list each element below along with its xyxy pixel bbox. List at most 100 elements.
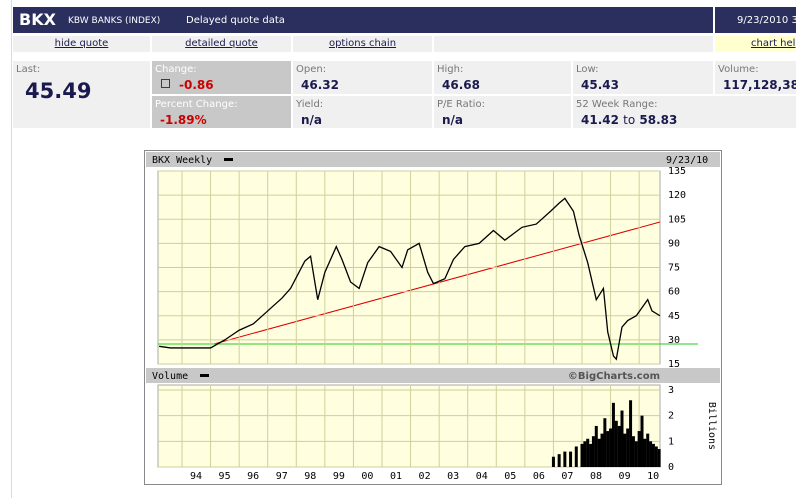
value: 41.42 to 58.83 <box>581 113 677 127</box>
volume-bar <box>583 441 587 467</box>
value: 46.32 <box>301 78 339 92</box>
value: 45.43 <box>581 78 619 92</box>
label: Yield: <box>296 99 324 110</box>
volume-bar <box>623 433 627 467</box>
volume-bar <box>643 438 647 467</box>
volume-unit: Billions <box>706 402 717 450</box>
volume-bar <box>589 443 593 467</box>
volume-bar <box>591 436 595 467</box>
y-tick-label: 1 <box>668 436 674 447</box>
y-tick-label: 135 <box>668 166 686 177</box>
volume-bar <box>626 428 630 467</box>
y-tick-label: 75 <box>668 263 680 274</box>
link[interactable]: chart help <box>715 36 796 52</box>
volume-bar <box>654 446 658 467</box>
chart-title: BKX Weekly <box>152 155 212 166</box>
y-tick-label: 0 <box>668 462 674 473</box>
volume-bar <box>634 441 638 467</box>
x-tick-label: 97 <box>276 471 288 482</box>
volume-bar <box>603 418 607 467</box>
x-tick-label: 94 <box>190 471 202 482</box>
volume-bar <box>551 456 555 467</box>
volume-bar <box>580 443 584 467</box>
y-tick-label: 45 <box>668 311 680 322</box>
yield-cell: Yield: n/a <box>293 96 432 128</box>
symbol: BKX <box>19 10 56 29</box>
volume-bar <box>569 451 573 467</box>
title-bar <box>146 152 720 167</box>
x-tick-label: 01 <box>390 471 402 482</box>
value: n/a <box>301 113 323 127</box>
y-tick-label: 3 <box>668 385 674 396</box>
last-cell: Last: 45.49 <box>13 61 150 128</box>
volume-bar <box>557 454 561 467</box>
label: P/E Ratio: <box>437 99 485 110</box>
x-tick-label: 10 <box>647 471 659 482</box>
volume-bar <box>594 425 598 467</box>
y-tick-label: 30 <box>668 335 680 346</box>
price-line <box>159 197 661 361</box>
value: 117,128,388 <box>723 78 796 92</box>
volume-bar <box>586 438 590 467</box>
link[interactable]: hide quote <box>13 36 150 52</box>
x-tick-label: 98 <box>304 471 316 482</box>
volume-bar <box>651 443 655 467</box>
label: Low: <box>576 64 599 75</box>
volume-bar <box>629 400 633 467</box>
volume-bar <box>617 425 621 467</box>
volume-bar <box>620 410 624 467</box>
volume-bar <box>609 428 613 467</box>
open-cell: Open: 46.32 <box>293 61 432 94</box>
x-tick-label: 95 <box>219 471 231 482</box>
y-tick-label: 105 <box>668 214 686 225</box>
value: -0.86 <box>179 78 214 92</box>
change-cell: Change: -0.86 <box>152 61 291 94</box>
volume-bar <box>640 415 644 467</box>
y-tick-label: 90 <box>668 238 680 249</box>
volume-bar <box>597 438 601 467</box>
label: Open: <box>296 64 327 75</box>
volume-bar <box>600 433 604 467</box>
volume-bar <box>649 441 653 467</box>
label: Last: <box>16 64 41 75</box>
volume-bar <box>646 433 650 467</box>
x-tick-label: 07 <box>561 471 573 482</box>
legend-swatch <box>224 158 233 161</box>
volume-bar <box>614 420 618 467</box>
volume-bar <box>563 451 567 467</box>
edge <box>11 0 12 498</box>
range-low: 41.42 <box>581 113 619 127</box>
link[interactable]: detailed quote <box>152 36 291 52</box>
volume-bar <box>146 368 720 383</box>
volume-cell: Volume: 117,128,388 <box>715 61 796 94</box>
blank <box>434 36 713 52</box>
volume-bar <box>574 446 578 467</box>
value: n/a <box>442 113 464 127</box>
volume-title: Volume <box>152 371 188 382</box>
x-tick-label: 99 <box>333 471 345 482</box>
volume-bar <box>611 402 615 467</box>
header-bar: BKX KBW BANKS (INDEX) Delayed quote data <box>13 7 713 33</box>
x-tick-label: 06 <box>533 471 545 482</box>
x-tick-label: 05 <box>504 471 516 482</box>
down-icon <box>161 79 170 88</box>
value: -1.89% <box>160 113 207 127</box>
x-tick-label: 96 <box>247 471 259 482</box>
pe-cell: P/E Ratio: n/a <box>434 96 571 128</box>
low-cell: Low: 45.43 <box>573 61 713 94</box>
value: 46.68 <box>442 78 480 92</box>
x-tick-label: 04 <box>476 471 488 482</box>
x-tick-label: 08 <box>590 471 602 482</box>
legend-swatch <box>200 374 209 377</box>
value: 45.49 <box>25 79 92 103</box>
range-high: 58.83 <box>639 113 678 127</box>
y-tick-label: 15 <box>668 359 680 370</box>
x-tick-label: 02 <box>419 471 431 482</box>
watermark: ©BigCharts.com <box>568 371 660 382</box>
link[interactable]: options chain <box>293 36 432 52</box>
y-tick-label: 2 <box>668 411 674 422</box>
y-tick-label: 60 <box>668 287 680 298</box>
range-sep: to <box>623 113 636 127</box>
